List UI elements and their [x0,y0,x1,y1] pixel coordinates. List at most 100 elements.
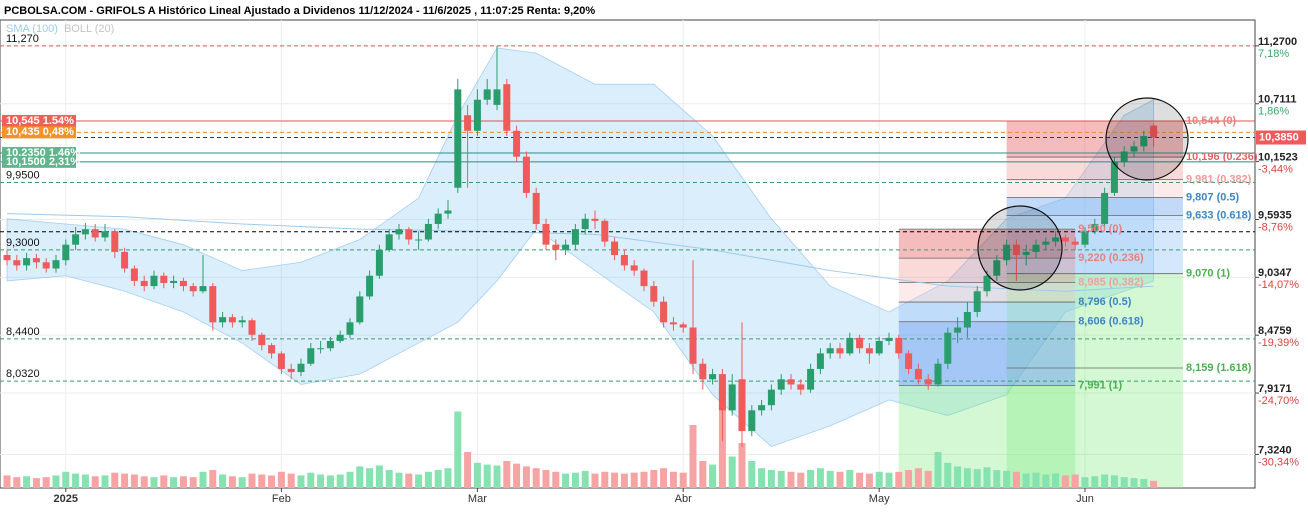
volume-bar [767,470,775,488]
chart-title: PCBOLSA.COM - GRIFOLS A Histórico Lineal… [4,5,595,17]
volume-bar [464,452,472,488]
candle-body [111,231,119,252]
candle-body [895,337,903,354]
candle-body [689,327,697,364]
x-tick-label: Feb [272,493,291,505]
candle-body [865,348,873,354]
volume-bar [591,473,599,488]
y2-tick-label: 7,3240 [1258,444,1292,456]
candle-body [209,286,217,323]
volume-bar [248,473,256,488]
volume-bar [1061,475,1069,488]
candle-body [268,345,276,354]
candle-body [219,317,227,323]
candle-body [366,275,374,297]
volume-bar [1081,477,1089,488]
volume-bar [150,477,158,488]
candle-body [885,337,893,341]
volume-bar [1003,470,1011,488]
y2-pct-label: -14,07% [1258,279,1299,291]
volume-bar [1052,473,1060,488]
fib-zone [1006,179,1183,198]
bollinger-band [6,47,1154,448]
volume-bar [366,468,374,488]
volume-bar [954,466,962,488]
candle-body [238,320,246,323]
fib-label: 9,500 (0) [1078,223,1122,235]
candle-body [591,218,599,221]
candle-body [1022,251,1030,256]
volume-bar [620,473,628,488]
candle-body [248,320,256,335]
candle-body [640,270,648,287]
fib-zone [1006,367,1183,488]
candle-body [356,296,364,323]
volume-bar [111,472,119,488]
fib-label: 8,985 (0.382) [1078,276,1144,288]
volume-bar [1140,479,1148,488]
volume-bar [630,472,638,488]
candle-body [581,218,589,230]
candle-body [81,229,89,235]
highlight-circle [977,205,1063,291]
candle-body [336,334,344,341]
candle-body [1150,125,1158,138]
candle-body [464,115,472,131]
fib-label: 8,159 (1.618) [1186,362,1252,374]
y2-tick-label: 9,0347 [1258,267,1292,279]
candle-body [434,213,442,224]
candle-body [346,322,354,335]
candle-body [483,89,491,100]
candle-body [513,130,521,157]
candle-body [611,241,619,256]
volume-bar [914,468,922,488]
candle-body [189,286,197,292]
volume-bar [72,473,80,488]
volume-bar [699,461,707,488]
volume-bar [13,477,21,488]
volume-bar [42,477,50,488]
candle-body [552,244,560,250]
candle-body [1101,192,1109,224]
candle-body [993,260,1001,276]
level-label: 8,0320 [6,368,40,380]
level-label: 10,1500 2,31% [6,156,80,168]
volume-bar [571,472,579,488]
candle-body [91,229,99,238]
volume-bar [865,473,873,488]
volume-bar [1032,472,1040,488]
candle-body [924,379,932,385]
candle-body [973,291,981,312]
candle-body [1110,161,1118,193]
volume-bar [473,462,481,488]
y2-tick-label: 7,9171 [1258,383,1292,395]
fib-label: 8,606 (0.618) [1078,316,1144,328]
volume-bar [228,476,236,488]
volume-bar [23,476,31,488]
volume-bar [375,465,383,488]
volume-bar [777,470,785,488]
volume-bar [718,405,726,488]
candle-body [1003,244,1011,261]
volume-bar [660,468,668,488]
candle-body [170,280,178,283]
fib-label: 9,070 (1) [1186,268,1230,280]
volume-bar [140,476,148,488]
candle-body [42,262,50,269]
candle-body [630,265,638,271]
candle-body [130,268,138,281]
candle-body [258,334,266,346]
volume-bar [405,473,413,488]
volume-bar [611,472,619,488]
volume-bar [709,464,717,488]
y2-tick-label: 8,4759 [1258,325,1292,337]
volume-bar [836,471,844,488]
level-label-box [2,126,76,139]
candle-body [963,311,971,328]
volume-bar [395,472,403,488]
volume-bar [1091,476,1099,488]
candle-body [140,280,148,287]
fib-zone [1006,157,1183,180]
candle-body [836,348,844,354]
